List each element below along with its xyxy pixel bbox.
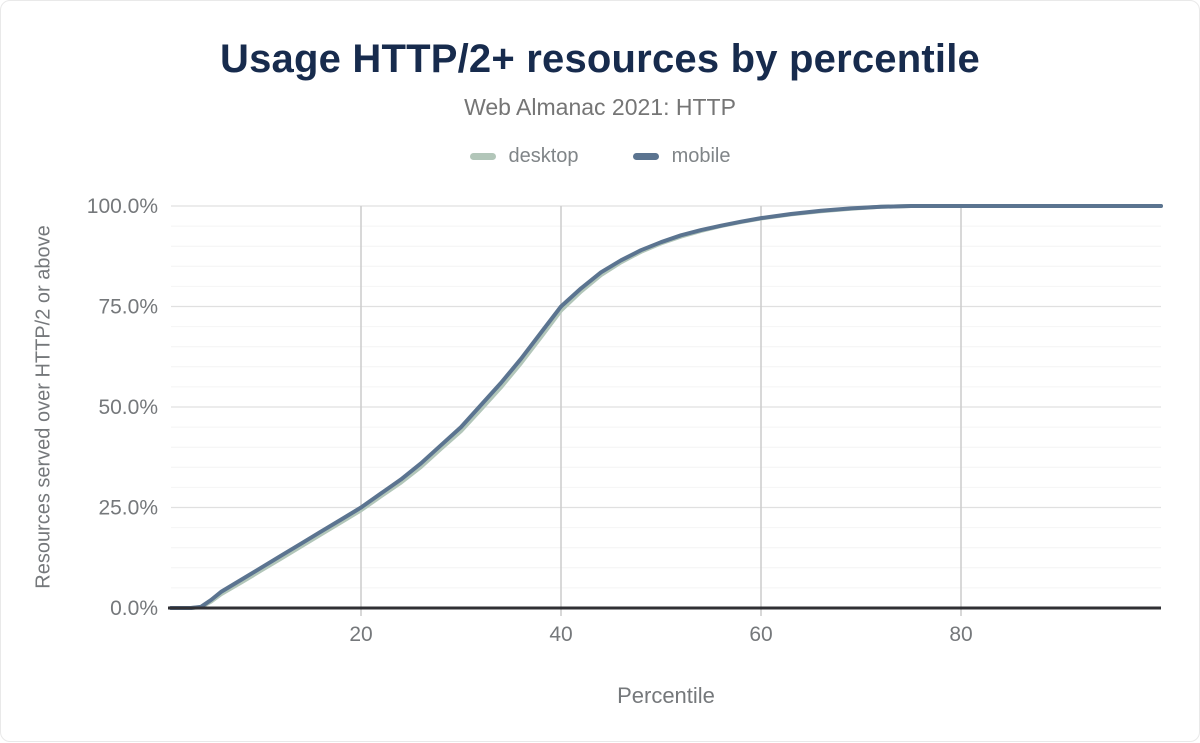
chart-subtitle: Web Almanac 2021: HTTP — [464, 94, 736, 120]
x-tick-label: 80 — [949, 623, 972, 646]
desktop-series-swatch — [469, 153, 496, 160]
legend: desktop mobile — [1, 145, 1199, 168]
legend-label-mobile: mobile — [671, 145, 731, 167]
x-axis-title: Percentile — [617, 683, 715, 708]
series-line-mobile — [169, 204, 1163, 610]
legend-label-desktop: desktop — [508, 145, 579, 167]
legend-item-desktop[interactable]: desktop — [469, 145, 579, 168]
x-tick-label: 40 — [549, 623, 572, 646]
mobile-series-swatch — [632, 153, 659, 160]
y-tick-label: 50.0% — [98, 396, 158, 419]
y-tick-label: 25.0% — [98, 497, 158, 520]
y-axis-title: Resources served over HTTP/2 or above — [32, 225, 55, 589]
legend-item-mobile[interactable]: mobile — [632, 145, 731, 168]
chart-title: Usage HTTP/2+ resources by percentile — [220, 37, 980, 81]
y-tick-label: 0.0% — [110, 597, 158, 620]
x-tick-label: 60 — [749, 623, 772, 646]
x-tick-label: 20 — [349, 623, 372, 646]
y-tick-label: 75.0% — [98, 296, 158, 319]
y-tick-label: 100.0% — [87, 195, 158, 218]
